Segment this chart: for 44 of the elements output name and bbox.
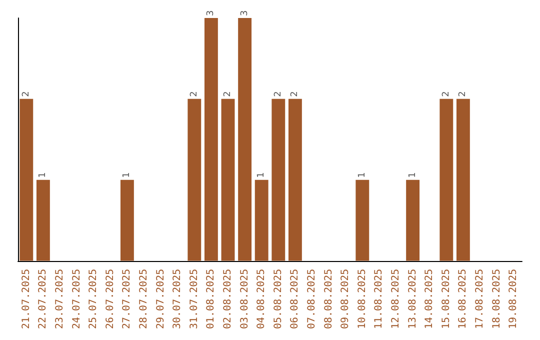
data-label: 1 <box>357 172 368 178</box>
x-tick-label: 10.08.2025 <box>356 268 368 330</box>
data-label: 2 <box>189 91 200 97</box>
data-label: 2 <box>458 91 468 97</box>
data-label: 2 <box>21 91 32 97</box>
x-tick-label: 30.07.2025 <box>172 268 184 330</box>
x-tick-label: 17.08.2025 <box>474 268 486 330</box>
data-label: 2 <box>273 91 284 97</box>
x-tick-label: 23.07.2025 <box>54 268 66 330</box>
x-tick-label: 11.08.2025 <box>374 268 385 330</box>
x-tick-label: 26.07.2025 <box>104 268 116 330</box>
x-tick-label: 02.08.2025 <box>222 268 234 330</box>
x-tick-label: 05.08.2025 <box>272 268 284 330</box>
data-label: 3 <box>240 10 250 16</box>
x-tick-label: 28.07.2025 <box>138 268 150 330</box>
x-tick-label: 25.07.2025 <box>88 268 100 330</box>
x-tick-label: 19.08.2025 <box>508 268 520 330</box>
data-label: 1 <box>122 172 132 178</box>
data-label: 2 <box>223 91 233 97</box>
x-tick-label: 08.08.2025 <box>323 268 334 330</box>
x-tick-label: 13.08.2025 <box>407 268 418 330</box>
data-label: 1 <box>38 172 48 178</box>
x-tick-label: 06.08.2025 <box>290 268 301 330</box>
x-tick-label: 29.07.2025 <box>155 268 166 330</box>
data-label: 2 <box>441 91 452 97</box>
x-tick-label: 14.08.2025 <box>424 268 436 330</box>
data-label: 1 <box>408 172 418 178</box>
x-tick-label: 24.07.2025 <box>71 268 82 330</box>
data-label: 3 <box>206 10 216 16</box>
x-tick-label: 16.08.2025 <box>458 268 469 330</box>
x-tick-label: 12.08.2025 <box>390 268 402 330</box>
x-tick-label: 07.08.2025 <box>306 268 318 330</box>
x-tick-label: 21.07.2025 <box>20 268 32 330</box>
x-tick-label: 15.08.2025 <box>440 268 452 330</box>
x-tick-label: 22.07.2025 <box>38 268 49 330</box>
x-tick-label: 03.08.2025 <box>239 268 250 330</box>
x-tick-label: 09.08.2025 <box>340 268 352 330</box>
x-tick-label: 01.08.2025 <box>206 268 217 330</box>
x-tick-label: 27.07.2025 <box>122 268 133 330</box>
data-label: 1 <box>256 172 267 178</box>
x-tick-label: 04.08.2025 <box>256 268 268 330</box>
x-tick-label: 31.07.2025 <box>188 268 200 330</box>
x-tick-label: 18.08.2025 <box>491 268 502 330</box>
data-label: 2 <box>290 91 300 97</box>
